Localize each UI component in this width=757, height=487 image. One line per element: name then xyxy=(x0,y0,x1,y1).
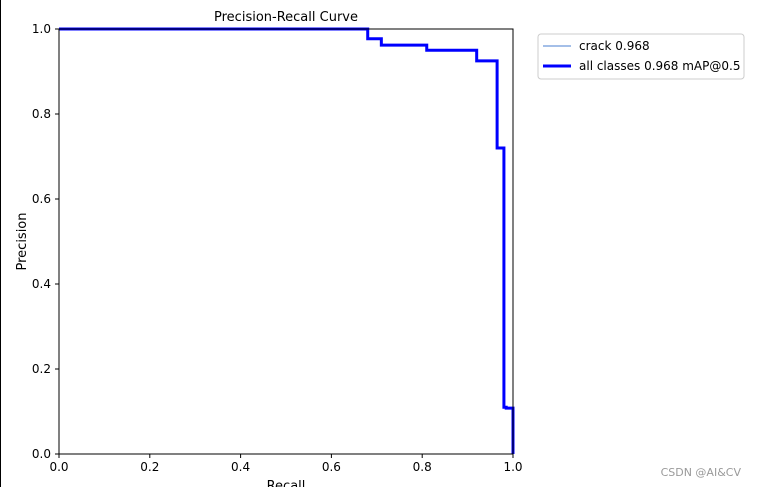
window-edge-line xyxy=(0,0,1,487)
x-axis-ticks: 0.0 0.2 0.4 0.6 0.8 1.0 xyxy=(49,454,523,474)
y-tick-label: 0.8 xyxy=(32,107,51,121)
axes-frame xyxy=(58,28,514,455)
x-tick-label: 0.0 xyxy=(49,460,68,474)
legend: crack 0.968 all classes 0.968 mAP@0.5 xyxy=(537,33,745,80)
y-axis-label: Precision xyxy=(15,212,30,270)
x-tick-label: 0.2 xyxy=(140,460,159,474)
x-tick-label: 0.8 xyxy=(413,460,432,474)
legend-label: all classes 0.968 mAP@0.5 xyxy=(579,59,740,73)
legend-label: crack 0.968 xyxy=(579,39,650,53)
series-line-crack xyxy=(59,28,514,454)
y-tick-label: 0.0 xyxy=(32,447,51,461)
x-tick-label: 1.0 xyxy=(503,460,522,474)
plot-area xyxy=(59,27,515,454)
x-tick-label: 0.4 xyxy=(231,460,250,474)
y-tick-label: 0.6 xyxy=(32,192,51,206)
x-tick-label: 0.6 xyxy=(322,460,341,474)
legend-box xyxy=(537,33,745,80)
y-tick-label: 0.4 xyxy=(32,277,51,291)
series-line-all-classes xyxy=(59,27,515,454)
watermark-text: CSDN @AI&CV xyxy=(660,466,741,479)
y-tick-label: 0.2 xyxy=(32,362,51,376)
y-tick-label: 1.0 xyxy=(32,22,51,36)
y-axis-ticks: 0.0 0.2 0.4 0.6 0.8 1.0 xyxy=(32,22,59,461)
chart-title: Precision-Recall Curve xyxy=(214,10,358,25)
x-axis-label: Recall xyxy=(267,479,306,487)
